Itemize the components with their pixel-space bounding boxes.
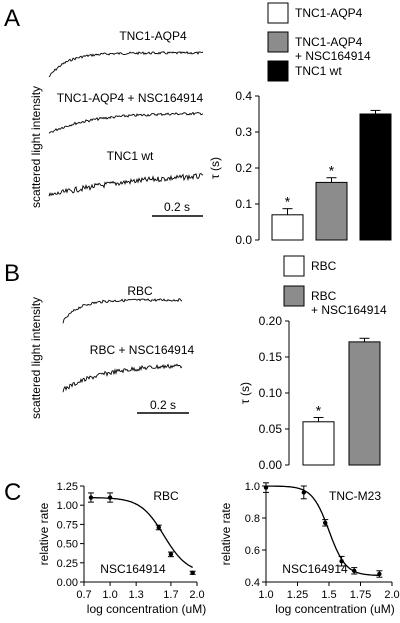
c-right-y-axis-label: relative rate [219, 502, 233, 565]
a-bar-2 [315, 181, 348, 241]
c-left-data-point-2 [107, 495, 113, 500]
a-trace-1 [48, 51, 204, 78]
c-right-data-point-1 [263, 485, 269, 490]
c-left-data-point-3 [156, 525, 161, 530]
panel-label-a: A [4, 5, 20, 32]
c-right-annotation: NSC164914 [282, 562, 348, 576]
a-bar-3 [359, 113, 392, 241]
panel-label-c: C [4, 479, 21, 506]
c-left-y-tick-label: 0.25 [57, 558, 78, 570]
c-left-annotation: NSC164914 [100, 562, 166, 576]
panel-a-traces: scattered light intensity TNC1-AQP4 TNC1… [29, 29, 204, 217]
c-right-x-tick-label: 1.75 [350, 589, 371, 601]
c-left-data-point-5 [190, 570, 195, 575]
c-left-data-point-1 [88, 495, 94, 500]
c-left-fit-curve [91, 497, 193, 568]
c-right-y-tick-label: 1.0 [245, 481, 260, 493]
a-y-tick-label: 0.1 [235, 197, 252, 211]
a-legend-label-1: TNC1-AQP4 [295, 6, 363, 20]
a-legend-swatch-2 [267, 31, 289, 53]
b-y-tick-label: 0.05 [259, 422, 283, 436]
b-y-axis-label: τ (s) [238, 382, 252, 404]
a-legend-swatch-3 [267, 60, 289, 82]
b-bar-2 [348, 341, 381, 466]
c-right-y-tick-label: 0.4 [245, 577, 260, 589]
b-legend-swatch-1 [283, 255, 305, 277]
b-traces-ylabel: scattered light intensity [29, 297, 43, 419]
panel-b-traces: scattered light intensity RBC RBC + NSC1… [29, 284, 195, 419]
c-left-y-tick-label: 0.50 [57, 539, 78, 551]
b-legend-label-2: RBC + NSC164914 [311, 289, 387, 317]
b-trace-label-2: RBC + NSC164914 [90, 343, 195, 357]
b-y-tick-label: 0.20 [259, 314, 283, 328]
c-left-x-tick-label: 1.0 [102, 589, 117, 601]
c-left-y-tick-label: 1.25 [57, 481, 78, 493]
c-left-title: RBC [153, 489, 179, 503]
a-trace-label-3: TNC1 wt [107, 149, 154, 163]
b-y-tick-label: 0.00 [259, 458, 283, 472]
c-right-x-tick-label: 1.0 [258, 589, 273, 601]
a-significance-1: * [285, 194, 291, 210]
c-right-y-tick-label: 0.8 [245, 513, 260, 525]
a-legend-label-2: TNC1-AQP4 + NSC164914 [295, 35, 371, 63]
b-bar-1 [302, 421, 335, 466]
b-trace-label-1: RBC [127, 284, 153, 298]
b-trace-1 [62, 298, 183, 324]
c-left-y-axis-label: relative rate [37, 502, 51, 565]
a-traces-ylabel: scattered light intensity [29, 86, 43, 208]
c-right-data-point-4 [339, 559, 344, 564]
a-y-tick-label: 0.2 [235, 161, 252, 175]
panel-c-left-plot: 0.00 0.25 0.50 0.75 1.00 1.25 0.7 1.0 1.3 1.7 2.0l… [37, 481, 206, 616]
c-right-title: TNC-M23 [329, 489, 381, 503]
c-left-x-tick-label: 2.0 [189, 589, 204, 601]
c-right-x-tick-label: 1.5 [321, 589, 336, 601]
c-right-data-point-2 [301, 490, 306, 495]
c-left-y-tick-label: 0.75 [57, 519, 78, 531]
a-trace-3 [48, 173, 204, 197]
c-right-x-axis-label: log concentration (uM) [275, 602, 394, 616]
b-y-tick-label: 0.15 [259, 350, 283, 364]
c-right-x-tick-label: 2.0 [384, 589, 399, 601]
a-legend-label-3: TNC1 wt [295, 64, 342, 78]
a-trace-2 [48, 111, 204, 134]
a-y-axis-label: τ (s) [208, 157, 222, 179]
a-trace-label-1: TNC1-AQP4 [119, 29, 187, 43]
c-right-data-point-6 [377, 571, 382, 577]
a-y-tick-label: 0.4 [235, 89, 252, 103]
c-left-x-tick-label: 1.3 [129, 589, 144, 601]
a-bar-1 [271, 214, 304, 241]
a-y-tick-label: 0.3 [235, 125, 252, 139]
a-trace-label-2: TNC1-AQP4 + NSC164914 [57, 91, 204, 105]
b-legend-label-1: RBC [311, 259, 337, 273]
c-left-data-point-4 [168, 552, 174, 557]
c-right-fit-curve [266, 485, 380, 577]
panel-b-bar-chart: RBC RBC + NSC164914 0.00 0.05 0.10 0.15 0.20 τ … [238, 255, 387, 472]
c-left-x-axis-label: log concentration (uM) [87, 602, 206, 616]
c-right-data-point-5 [352, 568, 357, 573]
b-y-tick-label: 0.10 [259, 386, 283, 400]
b-significance-1: * [316, 402, 322, 418]
a-significance-2: * [329, 163, 335, 179]
c-left-y-tick-label: 0.00 [57, 577, 78, 589]
c-left-x-tick-label: 0.7 [76, 589, 91, 601]
c-left-x-tick-label: 1.7 [163, 589, 178, 601]
c-right-x-tick-label: 1.25 [287, 589, 308, 601]
c-right-data-point-3 [323, 520, 328, 525]
b-scale-bar-label: 0.2 s [150, 398, 176, 412]
a-y-tick-label: 0.0 [235, 233, 252, 247]
c-left-y-tick-label: 1.00 [57, 500, 78, 512]
c-right-y-tick-label: 0.6 [245, 545, 260, 557]
b-trace-2 [62, 363, 183, 393]
b-legend-swatch-2 [283, 285, 305, 307]
a-legend-swatch-1 [267, 2, 289, 24]
panel-label-b: B [4, 260, 20, 287]
a-scale-bar-label: 0.2 s [164, 200, 190, 214]
